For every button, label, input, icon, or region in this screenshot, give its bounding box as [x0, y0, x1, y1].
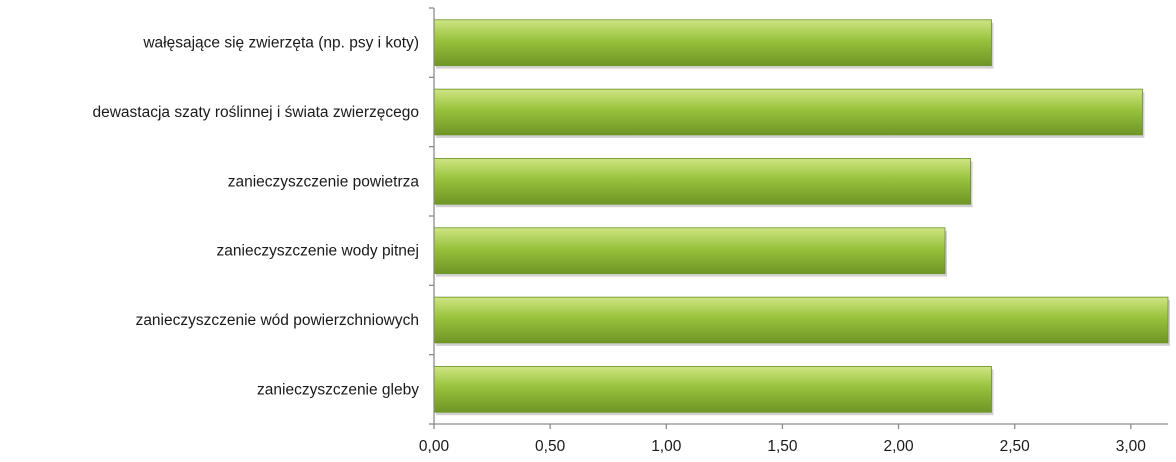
x-tick-label: 0,00: [419, 438, 450, 455]
x-tick-label: 1,50: [767, 438, 798, 455]
bar: [433, 158, 971, 205]
category-label: dewastacja szaty roślinnej i świata zwie…: [92, 104, 419, 121]
category-label: zanieczyszczenie wód powierzchniowych: [136, 312, 419, 329]
bar: [433, 88, 1143, 136]
x-tick-label: 2,00: [883, 438, 914, 455]
x-tick-label: 0,50: [535, 438, 566, 455]
axes-layer: [429, 7, 1168, 429]
category-label: zanieczyszczenie wody pitnej: [217, 243, 419, 260]
category-label: wałęsające się zwierzęta (np. psy i koty…: [142, 35, 419, 52]
bar: [433, 296, 1169, 344]
x-tick-label: 3,00: [1116, 438, 1147, 455]
bars-layer: [433, 19, 1170, 416]
bar: [433, 19, 992, 66]
bar: [433, 227, 946, 274]
category-label: zanieczyszczenie powietrza: [228, 173, 420, 190]
x-tick-label: 2,50: [1000, 438, 1031, 455]
labels-layer: wałęsające się zwierzęta (np. psy i koty…: [92, 35, 1146, 455]
bar: [433, 366, 992, 413]
x-tick-label: 1,00: [651, 438, 682, 455]
category-label: zanieczyszczenie gleby: [257, 381, 419, 398]
